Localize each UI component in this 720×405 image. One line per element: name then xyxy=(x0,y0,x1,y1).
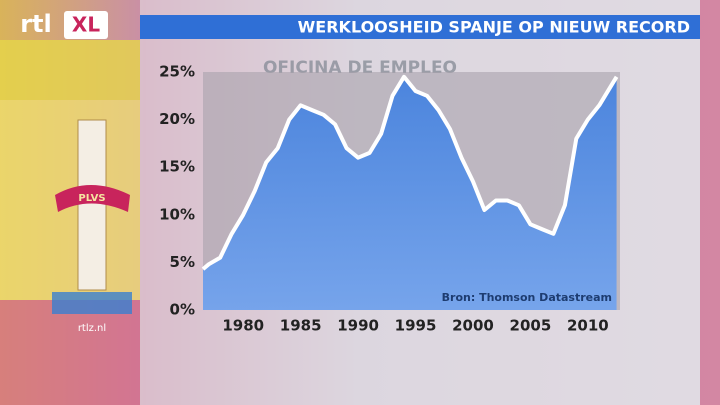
pillar xyxy=(77,119,107,291)
y-tick-label: 10% xyxy=(159,205,195,223)
badge-box xyxy=(64,11,108,39)
flag-stripe xyxy=(700,0,720,405)
x-tick-label: 1985 xyxy=(280,317,322,335)
x-tick-label: 1995 xyxy=(395,317,437,335)
chart-title: WERKLOOSHEID SPANJE OP NIEUW RECORD xyxy=(298,18,690,37)
badge: XL xyxy=(72,13,100,37)
banner xyxy=(55,185,130,212)
x-tick-label: 2000 xyxy=(452,317,494,335)
logo: rtl xyxy=(20,10,52,38)
y-tick-label: 20% xyxy=(159,110,195,128)
source: Bron: Thomson Datastream xyxy=(442,291,612,304)
x-tick-label: 1980 xyxy=(222,317,264,335)
flag-stripe xyxy=(0,40,140,100)
y-tick-label: 0% xyxy=(170,301,195,319)
motto: PLVS xyxy=(78,193,105,204)
y-tick-label: 25% xyxy=(159,63,195,81)
x-tick-label: 2010 xyxy=(567,317,609,335)
area xyxy=(203,76,617,310)
flag-stripe xyxy=(0,300,140,405)
y-tick-label: 15% xyxy=(159,158,195,176)
line xyxy=(201,74,619,271)
title-bar xyxy=(140,15,700,39)
x-tick-label: 2005 xyxy=(510,317,552,335)
y-tick-label: 5% xyxy=(170,253,195,271)
site: rtlz.nl xyxy=(78,323,106,334)
x-tick-label: 1990 xyxy=(337,317,379,335)
waves xyxy=(52,292,132,314)
